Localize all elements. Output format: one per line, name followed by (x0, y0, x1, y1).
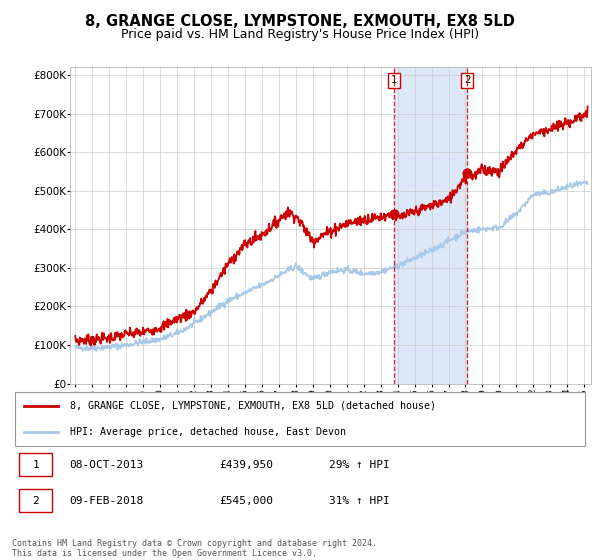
Bar (394, 67, 467, 384)
Text: 1: 1 (32, 460, 39, 470)
Text: 31% ↑ HPI: 31% ↑ HPI (329, 496, 389, 506)
Text: 8, GRANGE CLOSE, LYMPSTONE, EXMOUTH, EX8 5LD (detached house): 8, GRANGE CLOSE, LYMPSTONE, EXMOUTH, EX8… (70, 400, 436, 410)
Text: 1: 1 (391, 75, 397, 85)
Text: £545,000: £545,000 (220, 496, 274, 506)
Text: 2: 2 (32, 496, 39, 506)
Text: 29% ↑ HPI: 29% ↑ HPI (329, 460, 389, 470)
FancyBboxPatch shape (15, 391, 584, 446)
Text: Price paid vs. HM Land Registry's House Price Index (HPI): Price paid vs. HM Land Registry's House … (121, 28, 479, 41)
Text: £439,950: £439,950 (220, 460, 274, 470)
Text: 08-OCT-2013: 08-OCT-2013 (70, 460, 144, 470)
FancyBboxPatch shape (19, 454, 52, 477)
Text: 8, GRANGE CLOSE, LYMPSTONE, EXMOUTH, EX8 5LD: 8, GRANGE CLOSE, LYMPSTONE, EXMOUTH, EX8… (85, 14, 515, 29)
FancyBboxPatch shape (19, 489, 52, 512)
Text: 09-FEB-2018: 09-FEB-2018 (70, 496, 144, 506)
Text: 2: 2 (464, 75, 470, 85)
Text: HPI: Average price, detached house, East Devon: HPI: Average price, detached house, East… (70, 427, 346, 437)
Point (389, 209, 398, 218)
Text: Contains HM Land Registry data © Crown copyright and database right 2024.
This d: Contains HM Land Registry data © Crown c… (12, 539, 377, 558)
Point (463, 169, 472, 178)
